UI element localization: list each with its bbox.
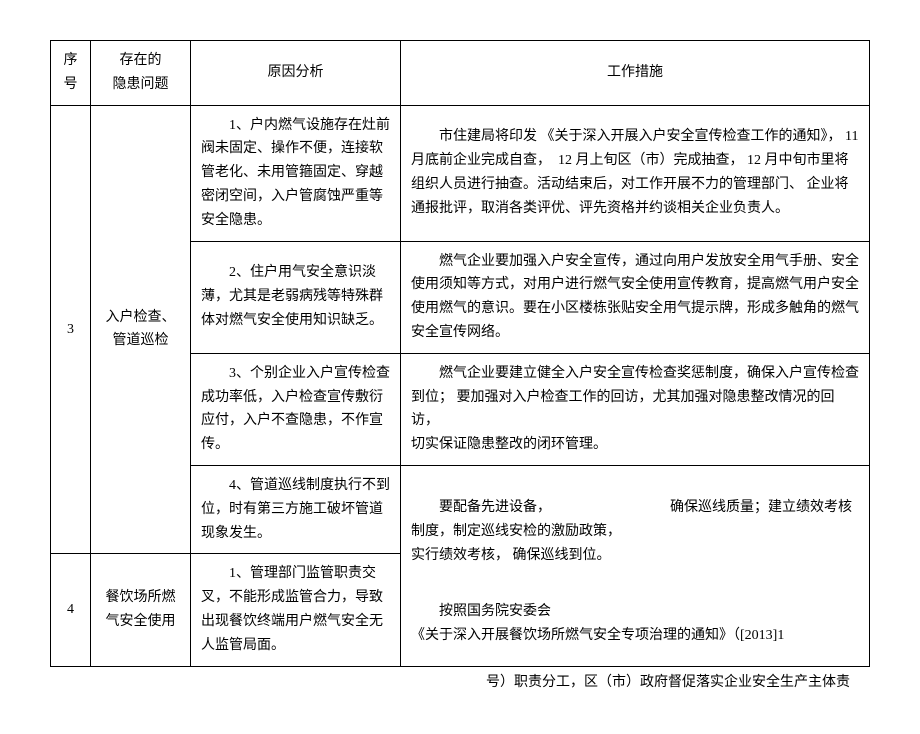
row3-issue: 入户检查、管道巡检 bbox=[91, 105, 191, 554]
header-cause: 原因分析 bbox=[191, 41, 401, 106]
row3-seq: 3 bbox=[51, 105, 91, 554]
header-measure: 工作措施 bbox=[401, 41, 870, 106]
row3-measure4: 要配备先进设备， 确保巡线质量；建立绩效考核制度，制定巡线安检的激励政策， 实行… bbox=[401, 465, 870, 582]
header-issue: 存在的 隐患问题 bbox=[91, 41, 191, 106]
row4-measure1: 按照国务院安委会 《关于深入开展餐饮场所燃气安全专项治理的通知》（[2013]1 bbox=[401, 582, 870, 666]
row3-measure2: 燃气企业要加强入户安全宣传，通过向用户发放安全用气手册、安全使用须知等方式，对用… bbox=[401, 241, 870, 353]
row3-cause3: 3、个别企业入户宣传检查成功率低，入户检查宣传敷衍应付，入户不查隐患，不作宣传。 bbox=[191, 353, 401, 465]
row4-issue: 餐饮场所燃气安全使用 bbox=[91, 554, 191, 666]
footnote-text: 号）职责分工，区（市）政府督促落实企业安全生产主体责 bbox=[50, 667, 870, 695]
row4-seq: 4 bbox=[51, 554, 91, 666]
row4-cause1: 1、管理部门监管职责交叉，不能形成监管合力，导致出现餐饮终端用户燃气安全无人监管… bbox=[191, 554, 401, 666]
header-seq: 序号 bbox=[51, 41, 91, 106]
row3-cause1: 1、户内燃气设施存在灶前阀未固定、操作不便，连接软管老化、未用管箍固定、穿越密闭… bbox=[191, 105, 401, 241]
row3-measure1: 市住建局将印发 《关于深入开展入户安全宣传检查工作的通知》， 11 月底前企业完… bbox=[401, 105, 870, 241]
row3-cause2: 2、住户用气安全意识淡薄，尤其是老弱病残等特殊群体对燃气安全使用知识缺乏。 bbox=[191, 241, 401, 353]
row3-measure3: 燃气企业要建立健全入户安全宣传检查奖惩制度，确保入户宣传检查到位； 要加强对入户… bbox=[401, 353, 870, 465]
row3-cause4: 4、管道巡线制度执行不到位，时有第三方施工破坏管道现象发生。 bbox=[191, 465, 401, 553]
